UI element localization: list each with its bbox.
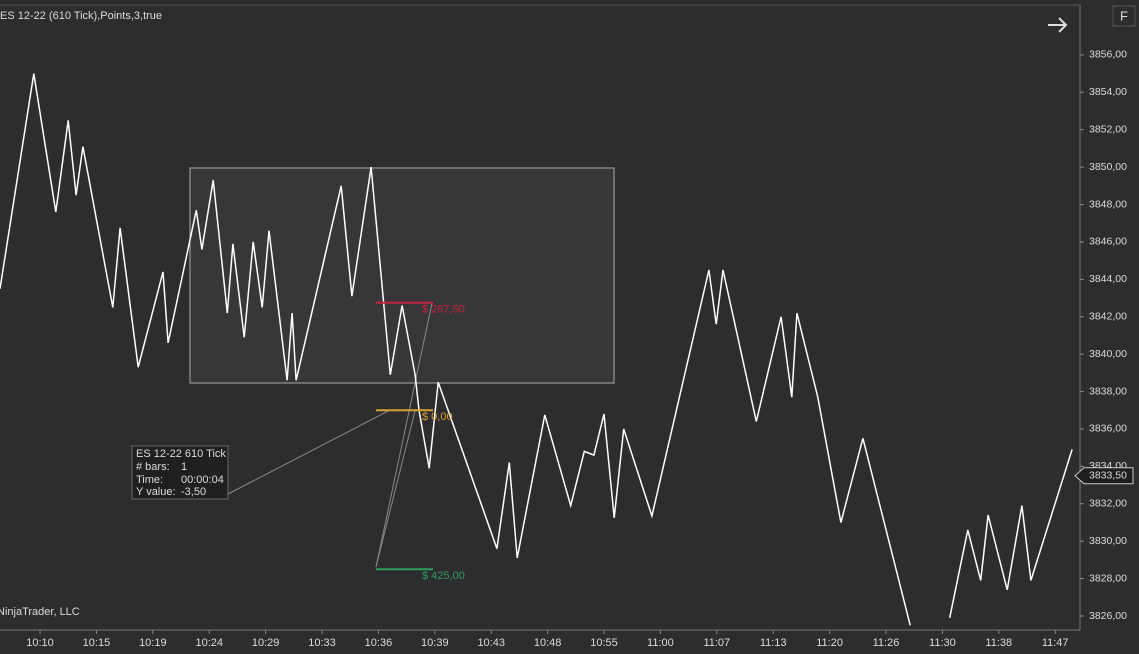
info-key: # bars:: [136, 461, 170, 473]
info-value: 00:00:04: [181, 474, 224, 486]
x-tick-label: 10:29: [252, 637, 280, 649]
x-tick-label: 11:20: [816, 637, 843, 649]
y-tick-label: 3844,00: [1089, 273, 1127, 285]
x-tick-label: 11:13: [760, 637, 787, 649]
f-button[interactable]: [1112, 5, 1136, 27]
y-tick-label: 3826,00: [1089, 610, 1127, 622]
y-tick-label: 3832,00: [1089, 498, 1127, 510]
connector: [375, 410, 416, 568]
connector: [375, 302, 433, 568]
info-title: ES 12-22 610 Tick: [136, 448, 226, 460]
x-tick-label: 11:30: [929, 637, 956, 649]
info-box-bg: [131, 445, 229, 500]
x-tick-label: 10:55: [590, 637, 618, 649]
y-tick-label: 3840,00: [1089, 348, 1127, 360]
y-tick-label: 3854,00: [1089, 86, 1127, 98]
x-tick-label: 10:10: [26, 637, 54, 649]
y-tick-label: 3856,00: [1089, 49, 1127, 61]
x-tick-label: 10:48: [534, 637, 562, 649]
x-tick-label: 11:00: [647, 637, 674, 649]
y-tick-label: 3842,00: [1089, 311, 1127, 323]
rectangle-drawing[interactable]: [189, 167, 615, 384]
x-tick-label: 11:47: [1042, 637, 1069, 649]
x-tick-label: 10:33: [308, 637, 336, 649]
last-price-marker: [1074, 467, 1134, 485]
x-tick-label: 11:07: [703, 637, 730, 649]
zigzag-line: [0, 73, 1073, 626]
info-value: -3,50: [181, 486, 206, 498]
y-tick-label: 3848,00: [1089, 198, 1127, 210]
x-tick-label: 10:19: [139, 637, 167, 649]
x-tick-label: 11:38: [985, 637, 1012, 649]
info-key: Y value:: [136, 486, 176, 498]
x-tick-label: 10:24: [195, 637, 223, 649]
info-box: ES 12-22 610 Tick # bars: 1 Time: 00:00:…: [131, 445, 229, 500]
x-tick-label: 11:26: [873, 637, 900, 649]
button-label: F: [1120, 8, 1128, 23]
y-tick-label: 3846,00: [1089, 236, 1127, 248]
y-tick-label: 3836,00: [1089, 423, 1127, 435]
last-price-label: 3833,50: [1089, 469, 1127, 481]
x-tick-label: 10:36: [365, 637, 393, 649]
y-tick-label: 3852,00: [1089, 124, 1127, 136]
watermark: NinjaTrader, LLC: [0, 606, 80, 618]
arrow-icon[interactable]: [1048, 17, 1068, 33]
info-value: 1: [181, 461, 187, 473]
risk-reward-label: $ 425,00: [422, 570, 465, 582]
connector: [227, 409, 391, 495]
risk-reward-label: $ 0,00: [422, 411, 453, 423]
info-key: Time:: [136, 474, 163, 486]
y-tick-label: 3850,00: [1089, 161, 1127, 173]
x-tick-label: 10:39: [421, 637, 449, 649]
x-tick-label: 10:43: [477, 637, 505, 649]
y-tick-label: 3830,00: [1089, 535, 1127, 547]
x-tick-label: 10:15: [83, 637, 111, 649]
chart-title: ES 12-22 (610 Tick),Points,3,true: [0, 10, 162, 22]
risk-reward-label: $ 287,50: [422, 304, 465, 316]
y-tick-label: 3828,00: [1089, 572, 1127, 584]
y-tick-label: 3838,00: [1089, 385, 1127, 397]
